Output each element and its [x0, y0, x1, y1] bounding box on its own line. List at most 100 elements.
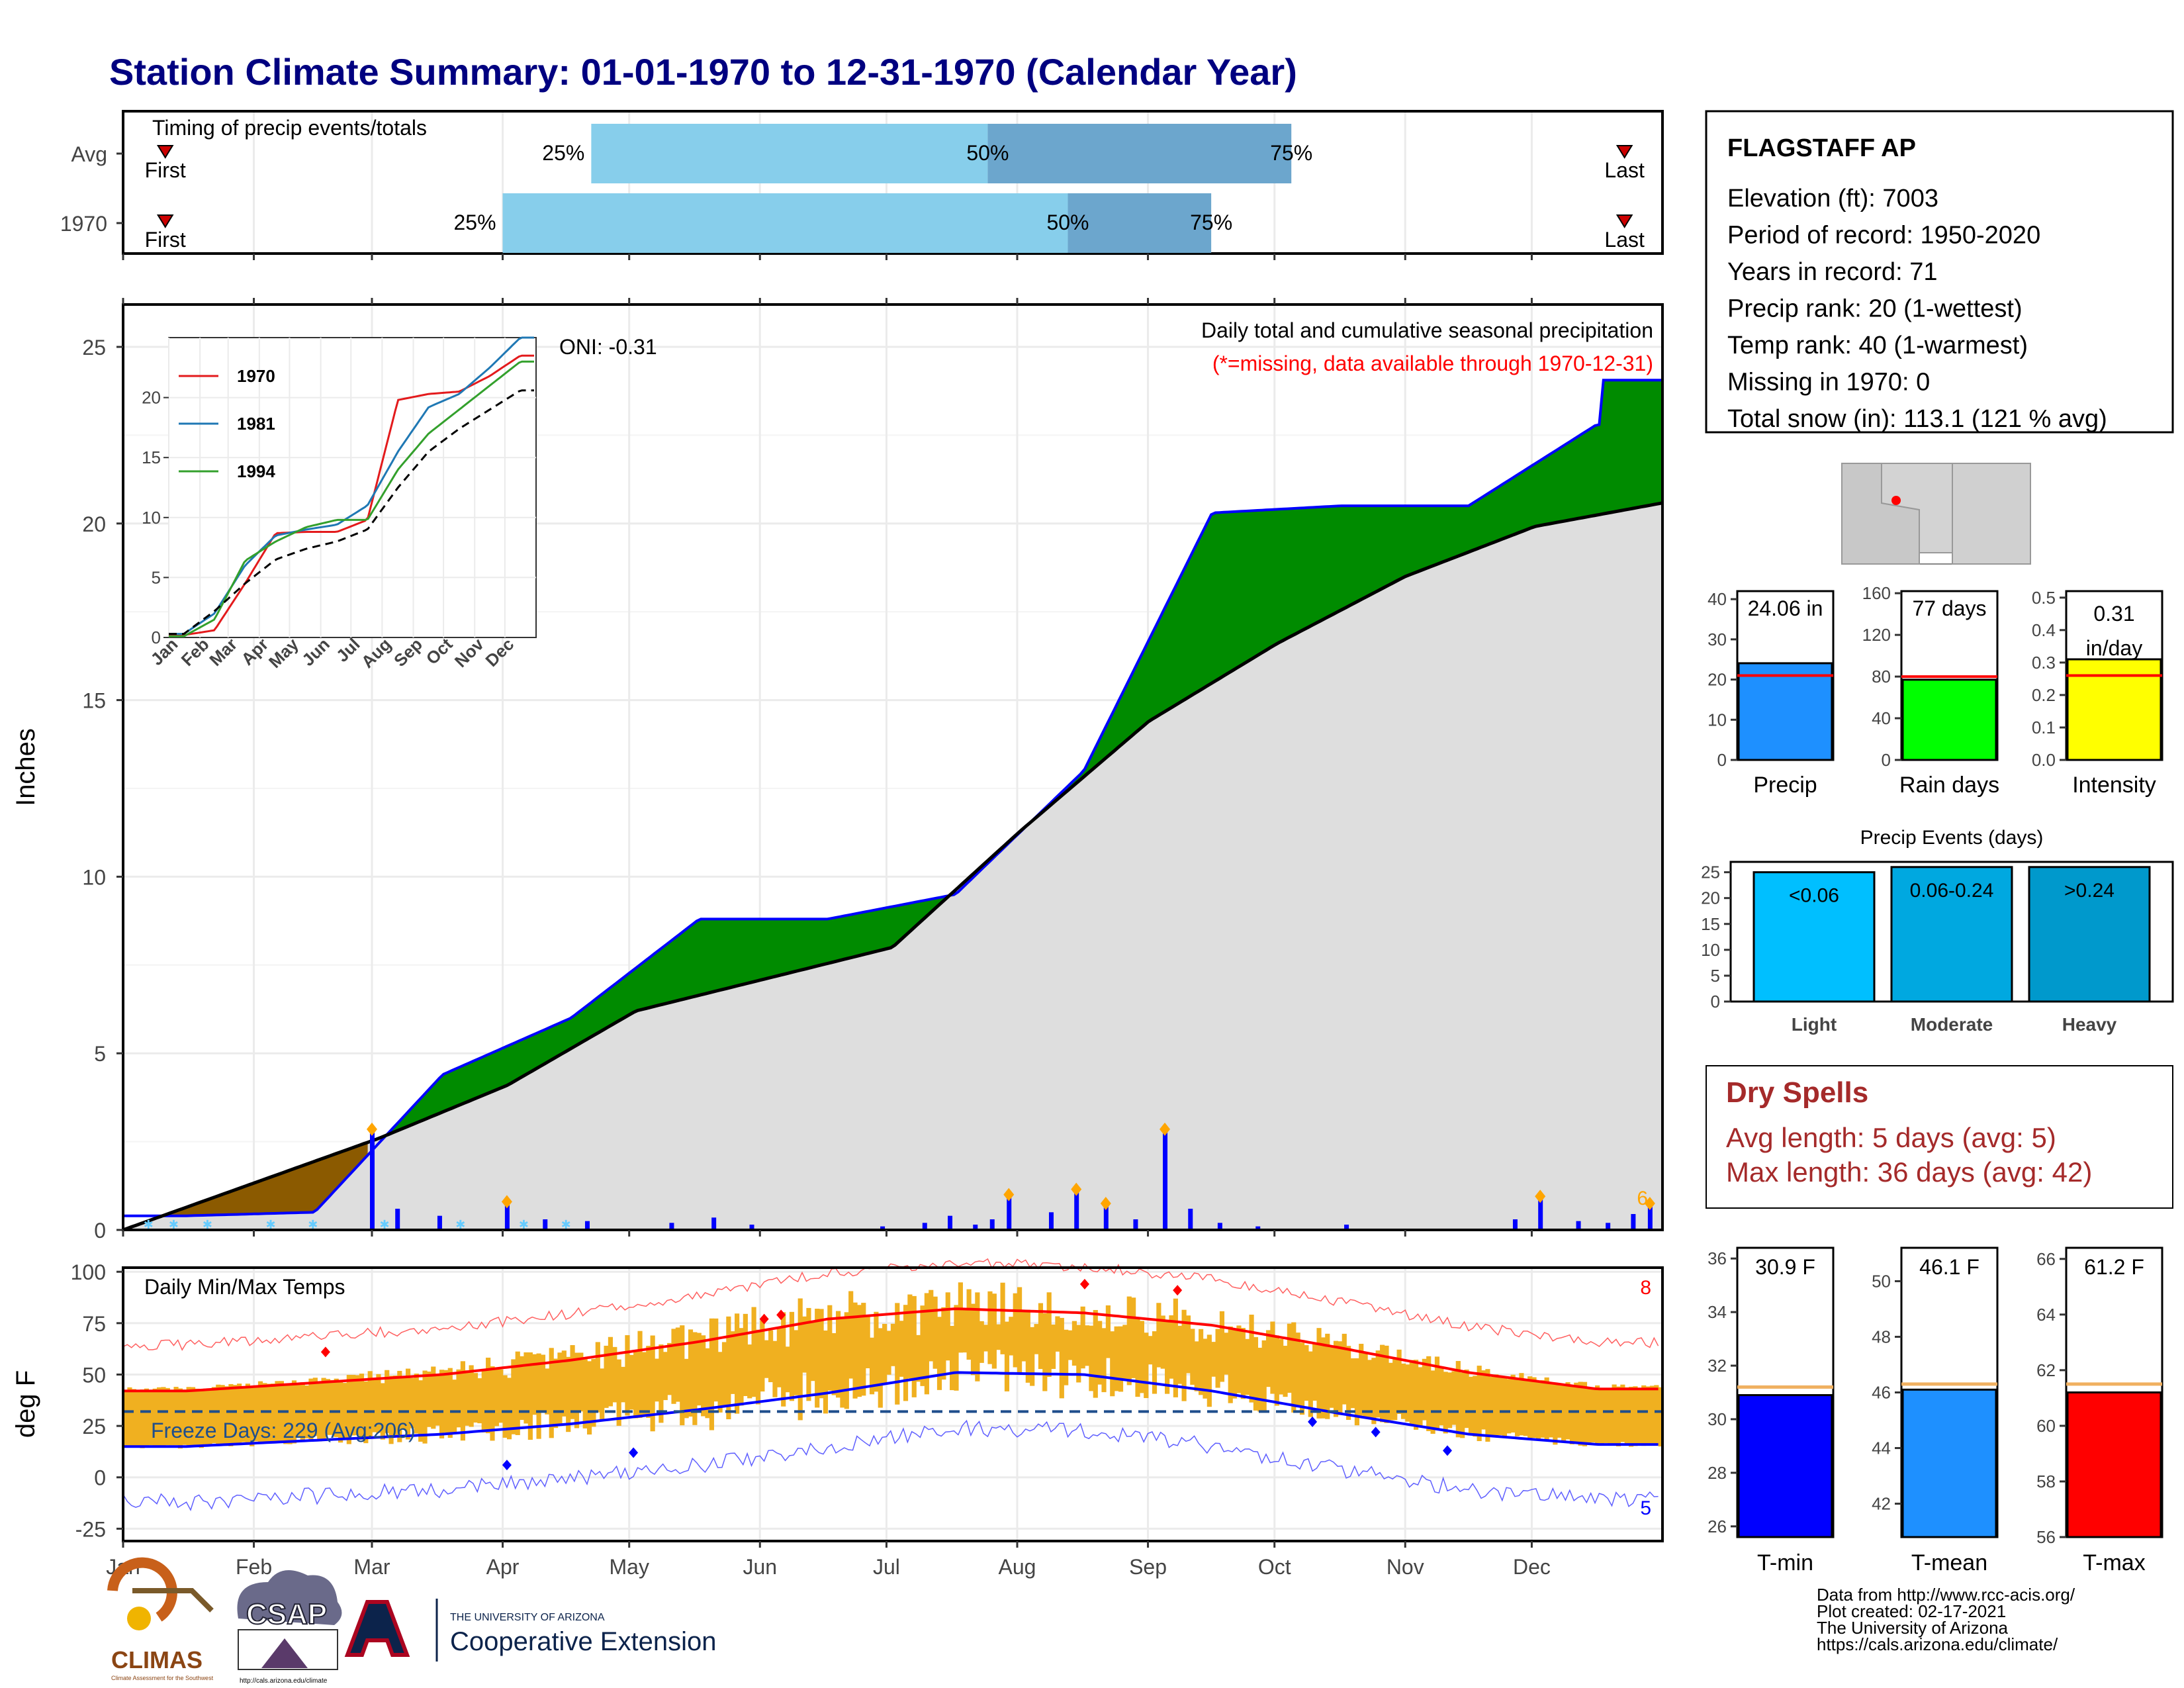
temp-record-high-marker — [320, 1346, 330, 1358]
temp-daily-range-bar — [739, 1328, 744, 1406]
temp-daily-range-bar — [1633, 1386, 1638, 1446]
temp-daily-range-bar — [1097, 1321, 1103, 1385]
timing-last-label: Last — [1604, 158, 1645, 182]
temp-daily-range-bar — [385, 1370, 390, 1433]
temp-daily-range-bar — [1093, 1309, 1098, 1398]
temp-daily-range-bar — [633, 1351, 639, 1419]
precip-extreme-marker — [1100, 1196, 1111, 1210]
temp-daily-range-bar — [401, 1376, 406, 1430]
temp-daily-range-bar — [502, 1375, 508, 1438]
temp-daily-range-bar — [705, 1348, 710, 1419]
temp-daily-range-bar — [852, 1302, 858, 1399]
precip-daily-bar — [711, 1217, 717, 1230]
temp-daily-range-bar — [991, 1293, 997, 1369]
month-label: Apr — [486, 1555, 520, 1579]
temp-daily-range-bar — [751, 1307, 756, 1397]
precip-title: Daily total and cumulative seasonal prec… — [1201, 318, 1653, 342]
precip-ytick-label: 10 — [82, 865, 106, 889]
temp-daily-range-bar — [186, 1387, 191, 1446]
location-map — [1841, 463, 2031, 565]
temp-daily-range-bar — [1228, 1326, 1233, 1403]
precip-snow-marker: ✱ — [380, 1218, 390, 1231]
temp-daily-range-bar — [1101, 1328, 1107, 1393]
temp-daily-range-bar — [376, 1374, 381, 1433]
timing-p50: 50% — [966, 141, 1009, 165]
temp-daily-range-bar — [1329, 1347, 1334, 1408]
temp-daily-range-bar — [123, 1391, 128, 1447]
temp-daily-range-bar — [604, 1345, 609, 1408]
temp-daily-range-bar — [1240, 1328, 1246, 1399]
temp-ytick-label: 100 — [71, 1260, 106, 1284]
temp-daily-range-bar — [1624, 1387, 1629, 1444]
temp-daily-range-bar — [1021, 1311, 1026, 1362]
timing-last-marker — [1615, 214, 1633, 228]
temp-daily-range-bar — [161, 1387, 166, 1448]
dry-spells-max: Max length: 36 days (avg: 42) — [1726, 1156, 2092, 1188]
temp-daily-range-bar — [789, 1311, 795, 1401]
temp-daily-range-bar — [1173, 1298, 1178, 1397]
temp-daily-range-bar — [735, 1313, 740, 1414]
temp-daily-range-bar — [886, 1331, 891, 1375]
temp-daily-range-bar — [397, 1370, 402, 1442]
inset-series-line — [169, 354, 534, 636]
precip-extreme-marker — [501, 1195, 512, 1209]
temp-daily-range-bar — [1316, 1328, 1322, 1419]
temp-daily-range-bar — [477, 1378, 482, 1424]
events-bar-label: <0.06 — [1789, 885, 1839, 907]
temp-daily-range-bar — [801, 1316, 807, 1373]
temp-daily-range-bar — [1295, 1333, 1300, 1406]
precip-snow-marker: ✱ — [265, 1218, 275, 1231]
temp-daily-range-bar — [1287, 1323, 1293, 1393]
temp-daily-range-bar — [941, 1307, 946, 1380]
precip-panel: ✱ ✱ ✱ ✱ ✱ ✱ ✱ ✱ ✱ 0 5 10 15 20 25 Inches Daily total and… — [11, 298, 1664, 1243]
temp-daily-range-bar — [1190, 1329, 1195, 1385]
temp-daily-range-bar — [815, 1308, 820, 1408]
temp-daily-range-bar — [177, 1388, 183, 1449]
precip-daily-bar — [749, 1224, 754, 1230]
station-info-box: FLAGSTAFF AP Elevation (ft): 7003 Period … — [1705, 110, 2174, 434]
temp-record-low-line — [122, 1419, 1659, 1512]
temp-daily-range-bar — [1422, 1358, 1427, 1421]
temp-daily-range-bar — [966, 1289, 972, 1360]
inset-frame — [168, 337, 537, 638]
temp-daily-range-bar — [1206, 1335, 1212, 1407]
temp-daily-range-bar — [1658, 1387, 1663, 1447]
summary-bar-tick-label: 0.2 — [2032, 685, 2056, 705]
temp-daily-range-bar — [291, 1380, 297, 1444]
temp-bar-tick-label: 44 — [1872, 1438, 1891, 1458]
temp-daily-range-bar — [1253, 1336, 1259, 1411]
station-marker — [1891, 496, 1901, 505]
temp-daily-range-bar — [929, 1289, 934, 1362]
events-tick-label: 15 — [1701, 914, 1720, 934]
temp-daily-range-bar — [1388, 1362, 1393, 1421]
temp-bar-tick-label: 66 — [2036, 1249, 2056, 1269]
precip-normal-area — [123, 502, 1662, 1230]
temp-daily-range-bar — [612, 1346, 617, 1403]
precip-daily-bar — [1538, 1196, 1543, 1230]
temp-daily-range-bar — [950, 1325, 955, 1391]
temp-daily-range-bar — [561, 1350, 567, 1417]
station-info-line: Total snow (in): 113.1 (121 % avg) — [1727, 405, 2107, 433]
events-category-label: Moderate — [1911, 1014, 1993, 1035]
csap-logo-url: http://cals.arizona.edu/climate — [240, 1677, 328, 1685]
temp-daily-range-bar — [823, 1330, 829, 1414]
precip-extreme-marker — [1644, 1196, 1655, 1210]
temp-daily-range-bar — [1211, 1342, 1216, 1377]
temp-daily-range-bar — [641, 1352, 647, 1417]
temp-daily-range-bar — [840, 1316, 845, 1408]
temp-daily-range-bar — [586, 1361, 592, 1435]
temp-daily-range-bar — [831, 1333, 837, 1395]
temp-daily-range-bar — [1354, 1358, 1359, 1426]
temp-daily-range-bar — [1400, 1363, 1406, 1419]
temp-daily-range-bar — [1649, 1385, 1655, 1444]
temp-daily-range-bar — [1017, 1287, 1023, 1374]
temp-daily-range-bar — [1443, 1372, 1448, 1434]
precip-daily-bar — [989, 1219, 995, 1230]
temp-daily-range-bar — [1245, 1338, 1250, 1395]
temp-daily-range-bar — [962, 1308, 968, 1353]
timing-p75: 75% — [1270, 141, 1312, 165]
temp-daily-range-bar — [1076, 1325, 1081, 1383]
temp-daily-range-bar — [325, 1379, 331, 1435]
temp-bar-value: 30.9 F — [1755, 1255, 1815, 1279]
temp-daily-range-bar — [608, 1336, 614, 1407]
